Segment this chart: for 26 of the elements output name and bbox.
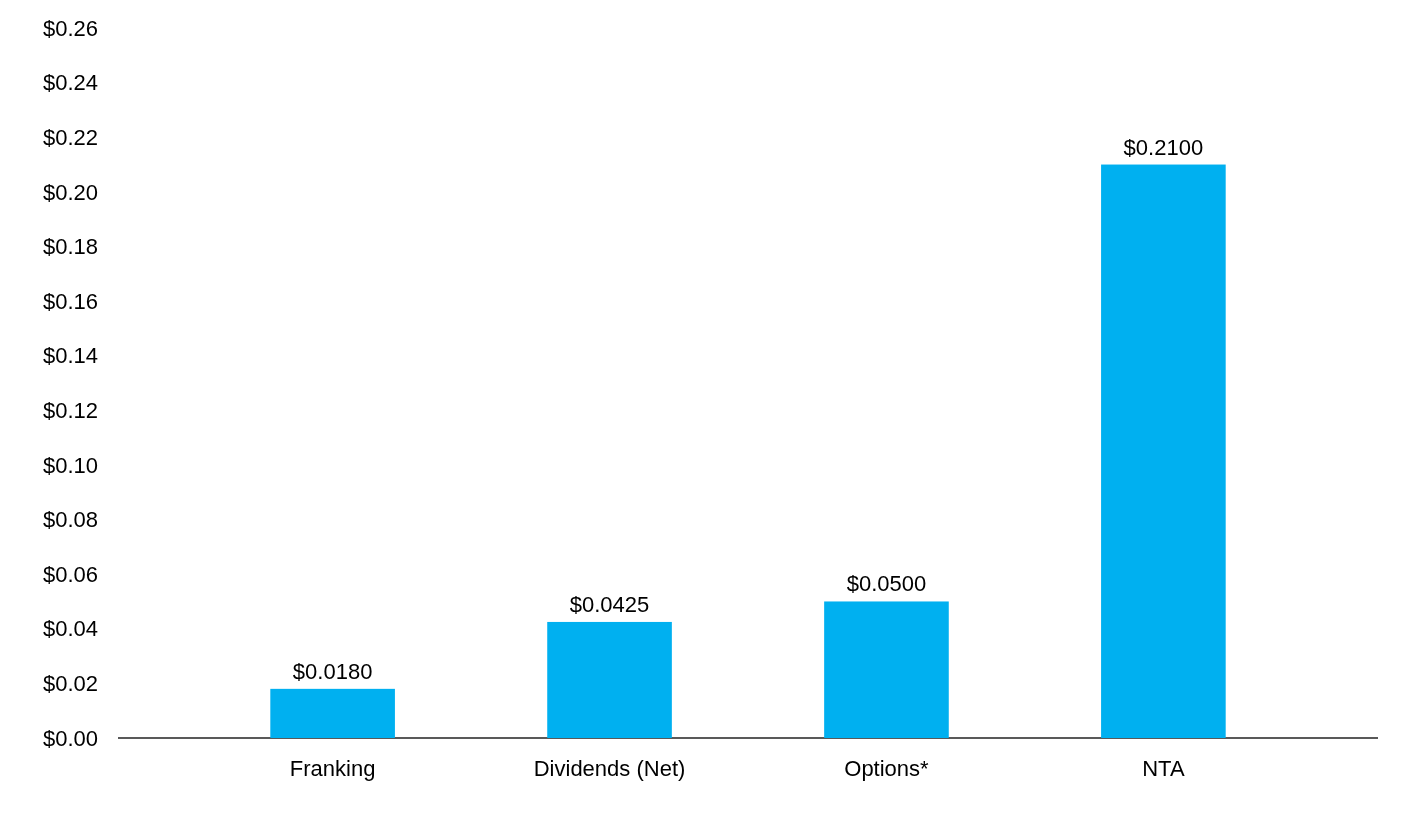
x-tick-label: Dividends (Net): [533, 756, 686, 781]
y-tick-label: $0.18: [42, 234, 98, 260]
y-tick-label: $0.00: [42, 725, 98, 751]
y-tick-label: $0.04: [42, 616, 98, 642]
bar: [270, 688, 395, 738]
y-tick-label: $0.22: [42, 124, 98, 150]
bar: [824, 601, 949, 738]
y-tick-label: $0.20: [42, 179, 98, 205]
y-tick-label: $0.12: [42, 398, 98, 424]
y-tick-label: $0.08: [42, 507, 98, 533]
data-label: $0.0425: [569, 591, 650, 617]
y-tick-label: $0.16: [42, 288, 98, 314]
y-tick-label: $0.02: [42, 671, 98, 697]
bar: [1101, 164, 1226, 738]
data-label: $0.0500: [846, 571, 927, 597]
x-tick-label: Franking: [289, 756, 376, 781]
bar: [547, 621, 672, 738]
x-tick-label: NTA: [1142, 756, 1185, 781]
y-tick-label: $0.10: [42, 452, 98, 478]
y-tick-label: $0.24: [42, 70, 98, 96]
data-label: $0.0180: [292, 658, 373, 684]
y-tick-label: $0.14: [42, 343, 98, 369]
data-label: $0.2100: [1123, 134, 1204, 160]
y-tick-label: $0.06: [42, 561, 98, 587]
y-tick-label: $0.26: [42, 15, 98, 41]
x-tick-label: Options*: [844, 756, 930, 781]
